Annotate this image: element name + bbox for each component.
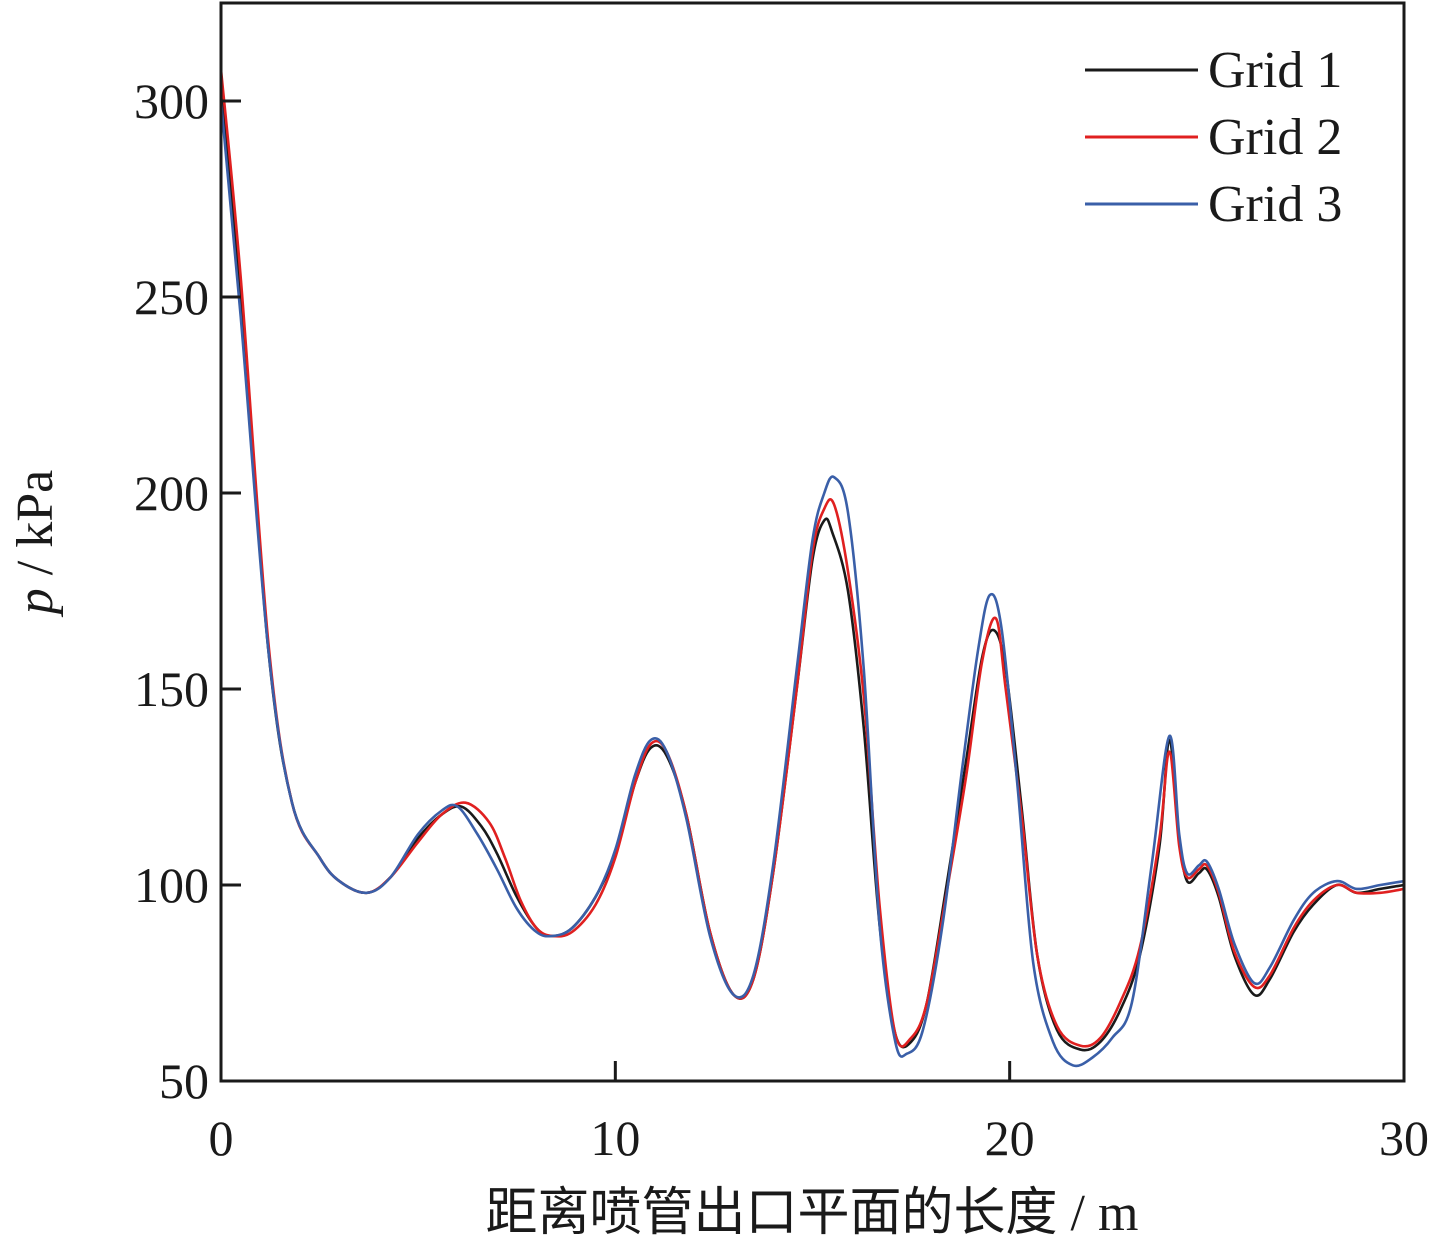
y-tick-label: 100 bbox=[134, 857, 209, 913]
y-tick-label: 250 bbox=[134, 269, 209, 325]
y-axis-unit: / kPa bbox=[7, 470, 64, 588]
y-axis-title: p / kPa bbox=[7, 470, 64, 618]
y-axis: 50 100 150 200 250 300 bbox=[134, 73, 241, 1109]
legend: Grid 1 Grid 2 Grid 3 bbox=[1085, 42, 1342, 233]
x-tick-label: 20 bbox=[985, 1110, 1035, 1166]
x-tick-label: 10 bbox=[590, 1110, 640, 1166]
y-tick-label: 150 bbox=[134, 661, 209, 717]
x-axis: 0 10 20 30 bbox=[209, 1061, 1429, 1166]
series-line-3 bbox=[219, 100, 1405, 1068]
legend-label-1: Grid 1 bbox=[1208, 42, 1342, 99]
y-tick-label: 300 bbox=[134, 73, 209, 129]
legend-label-3: Grid 3 bbox=[1208, 176, 1342, 233]
legend-label-2: Grid 2 bbox=[1208, 109, 1342, 166]
y-tick-label: 200 bbox=[134, 465, 209, 521]
series-line-2 bbox=[219, 69, 1405, 1048]
x-axis-title: 距离喷管出口平面的长度 / m bbox=[486, 1185, 1139, 1241]
x-tick-label: 0 bbox=[209, 1110, 234, 1166]
series-layer bbox=[219, 69, 1405, 1068]
x-tick-label: 30 bbox=[1379, 1110, 1429, 1166]
plot-frame bbox=[219, 1, 1406, 1083]
y-axis-variable: p bbox=[7, 588, 64, 618]
y-tick-label: 50 bbox=[159, 1053, 209, 1109]
